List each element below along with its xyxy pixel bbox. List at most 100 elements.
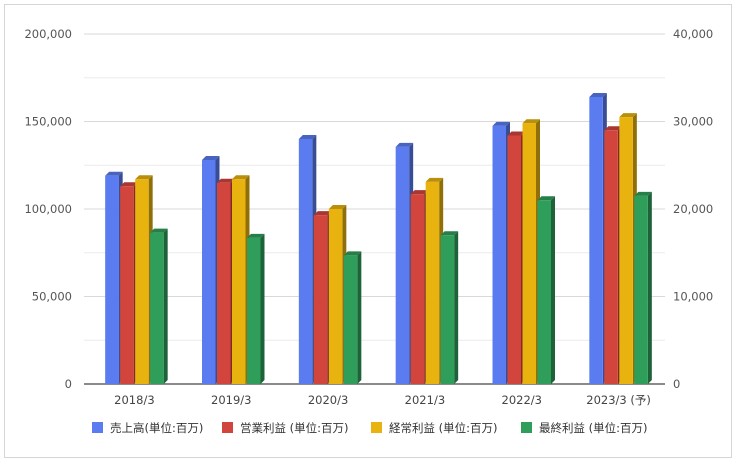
bar — [328, 205, 347, 384]
bar — [634, 191, 652, 384]
right-tick-label: 20,000 — [673, 202, 713, 216]
bar-front — [217, 182, 231, 384]
legend-swatch — [521, 422, 532, 433]
bar-top — [120, 182, 138, 187]
category-label: 2020/3 — [308, 393, 348, 407]
bar — [120, 182, 138, 384]
bar-top — [105, 171, 123, 176]
bar — [604, 126, 622, 384]
category-label: 2022/3 — [502, 393, 542, 407]
right-tick-label: 30,000 — [673, 115, 713, 129]
bar-front — [425, 181, 440, 384]
legend-swatch — [371, 422, 382, 433]
bar-top — [537, 196, 555, 201]
bar — [217, 178, 235, 384]
bar-front — [202, 160, 216, 384]
bar-front — [440, 235, 455, 384]
legend-item[interactable]: 経常利益 (単位:百万) — [371, 421, 498, 435]
bar-top — [619, 113, 637, 118]
bar — [619, 113, 637, 384]
bar-front — [522, 123, 536, 384]
bar — [232, 175, 250, 384]
category-label: 2018/3 — [114, 393, 154, 407]
bar — [247, 233, 265, 384]
left-axis-ticks: 0 50,000 100,000 150,000 200,000 — [24, 27, 72, 391]
bar-top — [440, 231, 459, 236]
bar-top — [313, 211, 332, 216]
left-tick-label: 200,000 — [24, 27, 72, 41]
bar-top — [522, 119, 540, 124]
left-tick-label: 0 — [65, 377, 72, 391]
left-tick-label: 150,000 — [24, 115, 72, 129]
legend-swatch — [222, 422, 233, 433]
bar-front — [247, 237, 261, 384]
legend-swatch — [92, 422, 103, 433]
bar-front — [589, 97, 603, 384]
bar — [425, 177, 444, 384]
bar-front — [120, 186, 134, 384]
bar-top — [232, 175, 250, 180]
bar-top — [328, 205, 347, 209]
bar — [150, 228, 168, 384]
bar-top — [492, 121, 510, 126]
bar — [343, 251, 362, 384]
bar-side — [647, 191, 652, 384]
bar-front — [619, 117, 633, 384]
bar-top — [395, 142, 414, 147]
bar-top — [150, 228, 168, 233]
left-tick-label: 50,000 — [32, 290, 72, 304]
bar — [507, 131, 525, 384]
legend-item[interactable]: 営業利益 (単位:百万) — [222, 421, 349, 435]
legend-label: 最終利益 (単位:百万) — [539, 421, 648, 435]
right-tick-label: 0 — [673, 377, 680, 391]
bar-front — [410, 194, 425, 384]
legend: 売上高(単位:百万) 営業利益 (単位:百万) 経常利益 (単位:百万) 最終利益 (… — [92, 421, 648, 435]
bar-side — [357, 251, 362, 384]
bar-front — [232, 179, 246, 384]
bar-top — [202, 156, 220, 160]
bar-front — [492, 125, 506, 384]
bar-front — [507, 135, 521, 384]
bars — [105, 93, 652, 384]
legend-item[interactable]: 売上高(単位:百万) — [92, 421, 203, 435]
legend-label: 売上高(単位:百万) — [110, 421, 203, 435]
bar-top — [425, 177, 444, 182]
right-axis-ticks: 0 10,000 20,000 30,000 40,000 — [673, 27, 713, 391]
bar-side — [454, 231, 459, 384]
bar-front — [298, 139, 313, 384]
category-label: 2023/3 (予) — [586, 393, 651, 407]
bar-side — [260, 233, 265, 384]
bar-top — [298, 135, 317, 139]
gridlines — [84, 33, 665, 385]
bar — [105, 171, 123, 384]
bar — [410, 190, 429, 384]
bar — [298, 135, 317, 384]
bar-top — [135, 175, 153, 180]
bar-top — [343, 251, 362, 256]
left-tick-label: 100,000 — [24, 202, 72, 216]
bar-top — [507, 131, 525, 136]
bar-top — [604, 126, 622, 131]
bar-side — [551, 196, 555, 384]
bar — [537, 196, 555, 384]
bar — [395, 142, 414, 384]
bar — [522, 119, 540, 384]
bar-top — [247, 233, 265, 238]
bar-side — [163, 228, 168, 384]
legend-item[interactable]: 最終利益 (単位:百万) — [521, 421, 648, 435]
bar-top — [589, 93, 607, 97]
bar — [589, 93, 607, 384]
bar-front — [604, 130, 618, 384]
bar-front — [105, 175, 119, 384]
category-labels: 2018/3 2019/3 2020/3 2021/3 2022/3 2023/3 (予) — [114, 393, 651, 407]
legend-label: 経常利益 (単位:百万) — [389, 421, 498, 435]
right-tick-label: 40,000 — [673, 27, 713, 41]
bar-front — [537, 200, 551, 384]
bar-front — [150, 232, 164, 384]
bar — [313, 211, 332, 384]
bar-front — [634, 195, 648, 384]
bar-front — [313, 215, 328, 384]
bar-front — [395, 146, 410, 384]
bar — [492, 121, 510, 384]
